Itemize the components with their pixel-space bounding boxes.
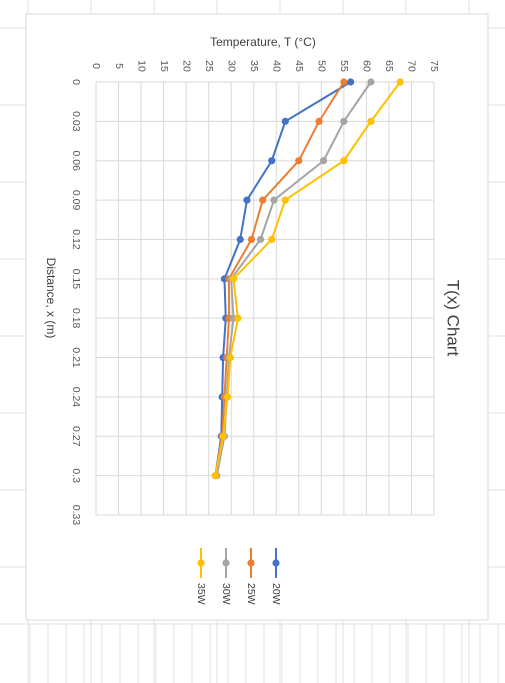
legend-label: 30W xyxy=(220,583,232,605)
legend-swatch-marker xyxy=(272,559,280,567)
x-axis-title: Distance, x (m) xyxy=(44,258,58,339)
data-point xyxy=(270,196,278,204)
y-tick-label: 75 xyxy=(428,60,440,72)
data-point xyxy=(340,117,348,125)
data-point xyxy=(347,78,355,86)
data-point xyxy=(396,78,404,86)
data-point xyxy=(219,432,227,440)
y-tick-label: 70 xyxy=(406,60,418,72)
x-tick-label: 0.27 xyxy=(70,426,82,447)
x-tick-label: 0.09 xyxy=(70,190,82,211)
data-point xyxy=(340,78,348,86)
y-tick-label: 55 xyxy=(338,60,350,72)
x-tick-label: 0.06 xyxy=(70,151,82,172)
data-point xyxy=(256,235,265,244)
data-point xyxy=(226,353,234,362)
data-point xyxy=(319,157,328,165)
data-point xyxy=(268,157,276,165)
y-tick-label: 30 xyxy=(225,60,237,72)
legend-swatch-marker xyxy=(222,559,230,567)
data-point xyxy=(236,235,244,244)
y-tick-label: 50 xyxy=(316,60,328,72)
data-point xyxy=(259,196,267,204)
data-point xyxy=(223,393,232,401)
y-tick-label: 0 xyxy=(90,63,102,69)
y-tick-label: 45 xyxy=(293,60,305,72)
y-axis-title: Temperature, T (°C) xyxy=(210,35,316,49)
y-tick-label: 25 xyxy=(203,60,215,72)
x-tick-label: 0.12 xyxy=(70,229,82,250)
x-tick-label: 0.03 xyxy=(70,111,82,132)
data-point xyxy=(268,235,276,244)
y-tick-label: 60 xyxy=(361,60,373,72)
data-point xyxy=(211,472,220,480)
plot-series xyxy=(211,78,404,480)
y-tick-label: 10 xyxy=(135,60,147,72)
data-point xyxy=(234,314,242,322)
x-tick-label: 0 xyxy=(70,79,82,85)
data-point xyxy=(247,235,256,244)
data-point xyxy=(367,78,375,86)
plot-gridlines xyxy=(95,81,435,516)
data-point xyxy=(295,157,303,165)
data-point xyxy=(229,275,238,283)
y-tick-label: 35 xyxy=(248,60,260,72)
x-tick-label: 0.24 xyxy=(70,387,82,408)
tick-labels: 0 5 10 15 20 25 30 35 40 45 50 55 60 65 70 75 0 0.03 0.06 0… xyxy=(70,60,440,525)
y-tick-label: 15 xyxy=(158,60,170,72)
data-point xyxy=(315,117,323,125)
y-tick-label: 65 xyxy=(383,60,395,72)
y-tick-label: 5 xyxy=(113,63,125,69)
legend-swatch-marker xyxy=(197,559,205,567)
data-point xyxy=(281,196,289,204)
x-tick-label: 0.18 xyxy=(70,308,82,329)
x-tick-label: 0.3 xyxy=(70,468,82,483)
data-point xyxy=(367,117,375,125)
legend-label: 25W xyxy=(245,583,257,605)
x-tick-label: 0.21 xyxy=(70,347,82,368)
legend-label: 35W xyxy=(195,583,207,605)
y-tick-label: 20 xyxy=(180,60,192,72)
x-tick-label: 0.33 xyxy=(70,505,82,526)
chart-area xyxy=(25,13,489,621)
x-tick-label: 0.15 xyxy=(70,269,82,290)
data-point xyxy=(281,117,289,125)
chart-title: T(x) Chart xyxy=(444,280,463,357)
data-point xyxy=(340,157,348,165)
legend-label: 20W xyxy=(270,583,282,605)
legend: 20W 25W 30W 35W xyxy=(195,548,282,605)
data-point xyxy=(243,196,251,204)
y-tick-label: 40 xyxy=(270,60,282,72)
legend-swatch-marker xyxy=(247,559,255,567)
